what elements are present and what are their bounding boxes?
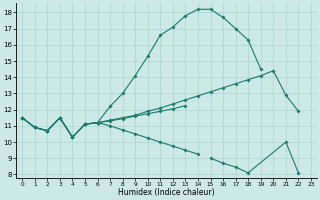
X-axis label: Humidex (Indice chaleur): Humidex (Indice chaleur)	[118, 188, 215, 197]
